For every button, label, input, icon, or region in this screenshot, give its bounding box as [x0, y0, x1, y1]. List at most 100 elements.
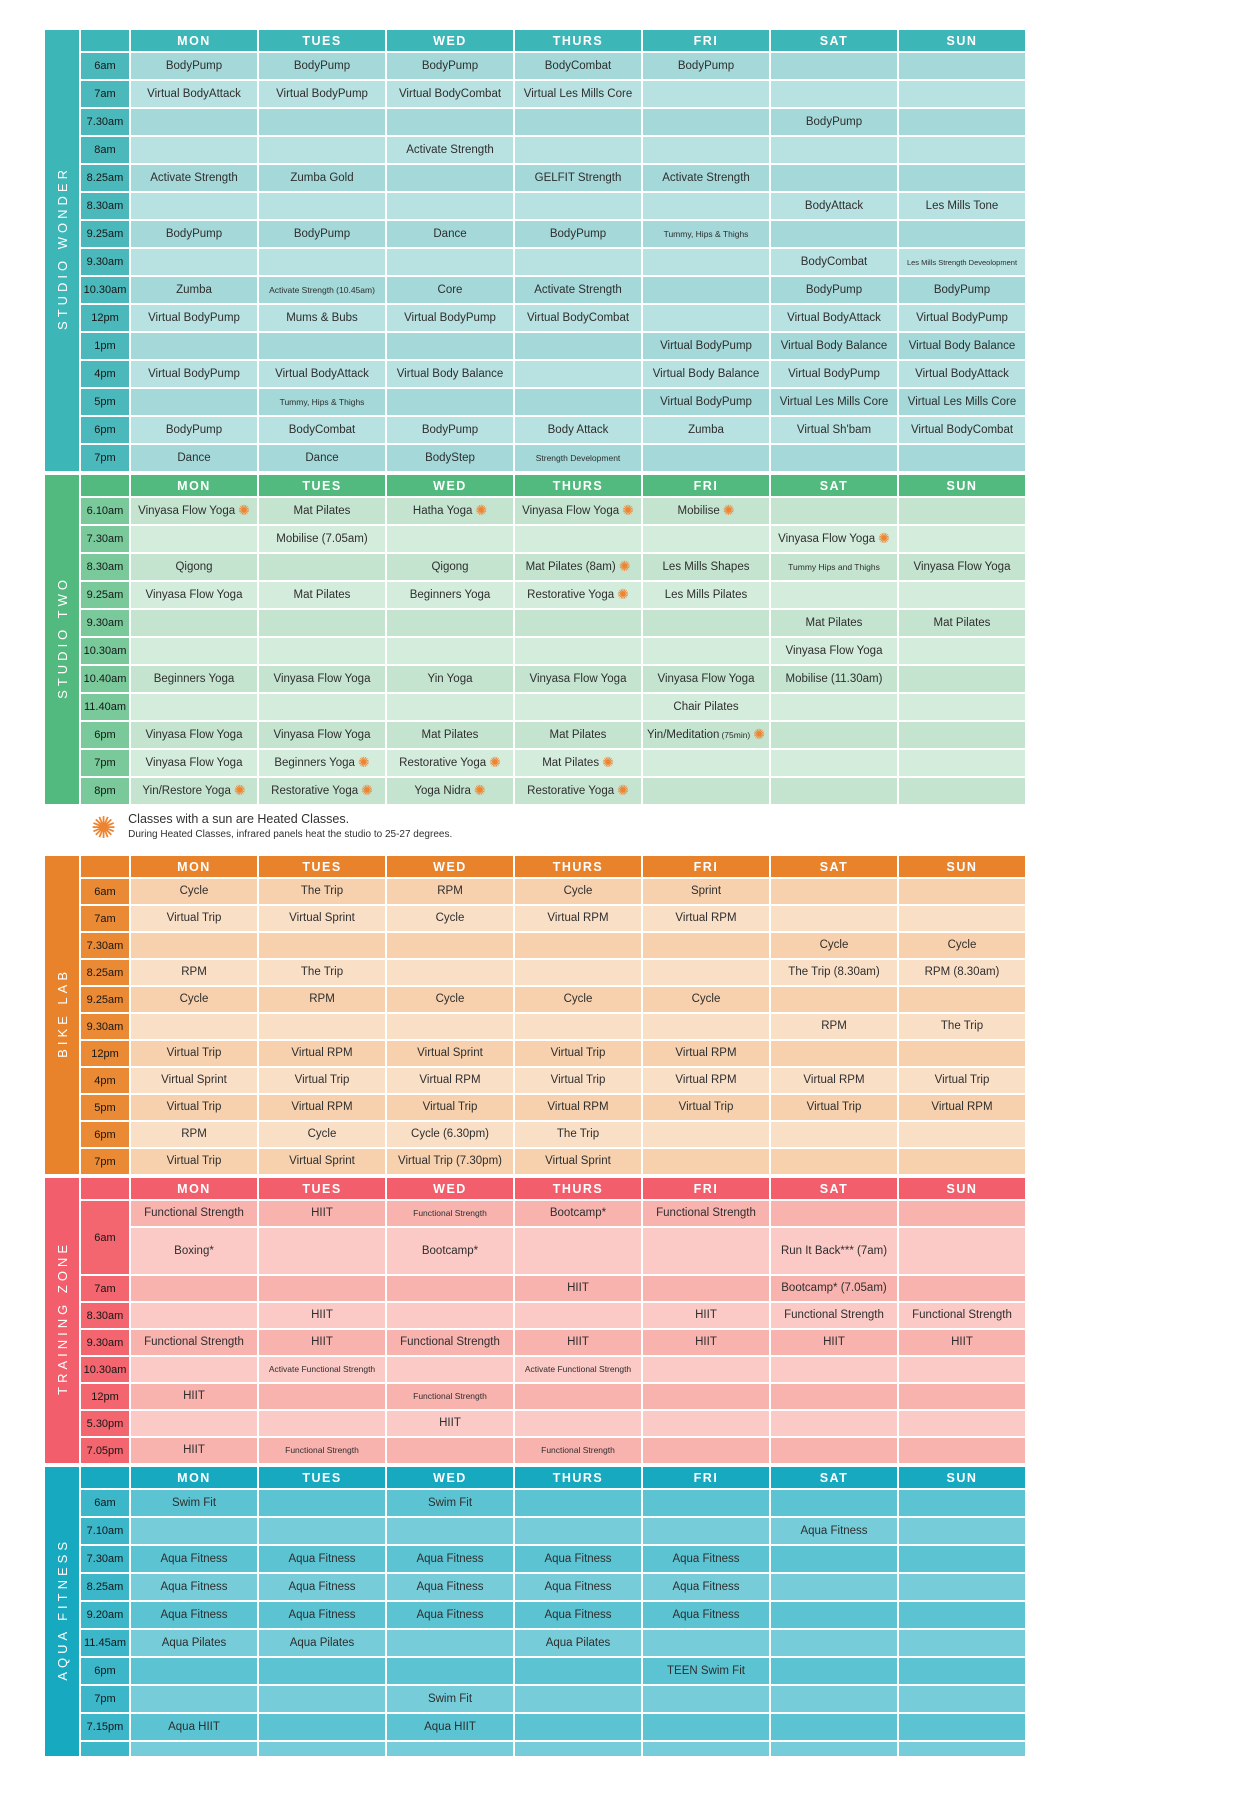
header-corner-cell — [81, 475, 129, 496]
class-cell: Aqua Fitness — [259, 1546, 385, 1572]
time-label: 7.10am — [81, 1518, 129, 1544]
time-label: 7.30am — [81, 109, 129, 135]
empty-cell — [387, 526, 513, 552]
class-cell: Cycle — [131, 879, 257, 904]
class-cell: Restorative Yoga ✺ — [515, 778, 641, 804]
empty-cell — [131, 1014, 257, 1039]
class-name: GELFIT Strength — [534, 171, 622, 184]
class-name: Strength Development — [535, 452, 621, 463]
class-cell: Activate Strength — [515, 277, 641, 303]
class-cell: BodyPump — [515, 221, 641, 247]
time-label: 8.30am — [81, 1303, 129, 1328]
timetable-training-zone: TRAINING ZONE MON TUES WED THURS FRI SAT SUN 6am… — [43, 1176, 1027, 1465]
empty-cell — [387, 933, 513, 958]
empty-cell — [259, 109, 385, 135]
class-cell: Virtual Body Balance — [899, 333, 1025, 359]
class-name: Functional Strength — [400, 1336, 500, 1349]
time-label: 9.25am — [81, 582, 129, 608]
empty-cell — [899, 221, 1025, 247]
class-name: Aqua Fitness — [288, 1580, 356, 1593]
class-name: Virtual BodyAttack — [787, 311, 881, 324]
empty-cell — [259, 193, 385, 219]
class-name: Mat Pilates — [933, 616, 991, 629]
class-cell: Virtual Sprint — [259, 906, 385, 931]
class-name: Swim Fit — [427, 1692, 473, 1705]
day-header-mon: MON — [131, 1178, 257, 1199]
empty-cell — [771, 1658, 897, 1684]
class-name: HIIT — [567, 1282, 589, 1295]
class-name: Activate Functional Strength — [524, 1364, 632, 1375]
class-cell: Activate Strength (10.45am) — [259, 277, 385, 303]
class-cell: Aqua Fitness — [131, 1574, 257, 1600]
empty-cell — [643, 1490, 769, 1516]
class-cell: The Trip — [259, 960, 385, 985]
class-name: BodyPump — [293, 59, 351, 72]
class-cell: BodyPump — [387, 53, 513, 79]
day-header-sun: SUN — [899, 1178, 1025, 1199]
class-name: Mat Pilates — [542, 756, 600, 769]
time-label: 12pm — [81, 1384, 129, 1409]
empty-cell — [771, 879, 897, 904]
class-name: Vinyasa Flow Yoga — [529, 672, 627, 685]
class-cell: HIIT — [259, 1201, 385, 1226]
day-header-tues: TUES — [259, 30, 385, 51]
class-cell: RPM — [771, 1014, 897, 1039]
class-cell: Zumba — [131, 277, 257, 303]
day-header-thurs: THURS — [515, 475, 641, 496]
class-cell: Activate Functional Strength — [515, 1357, 641, 1382]
section-aqua-fitness: AQUA FITNESS MON TUES WED THURS FRI SAT SUN 6am S… — [43, 1465, 1240, 1758]
empty-cell — [131, 193, 257, 219]
class-name: Vinyasa Flow Yoga — [273, 728, 371, 741]
day-header-sat: SAT — [771, 30, 897, 51]
class-name: HIIT — [311, 1309, 333, 1322]
day-header-fri: FRI — [643, 1467, 769, 1488]
empty-cell — [899, 1574, 1025, 1600]
time-label: 11.45am — [81, 1630, 129, 1656]
empty-cell — [131, 1303, 257, 1328]
time-label: 1pm — [81, 333, 129, 359]
empty-cell — [259, 333, 385, 359]
empty-cell — [899, 778, 1025, 804]
class-name: Virtual Body Balance — [780, 339, 888, 352]
class-name: Virtual BodyPump — [276, 87, 368, 100]
class-cell: Sprint — [643, 879, 769, 904]
class-name: Cycle — [435, 912, 465, 925]
class-name: Virtual Trip — [422, 1101, 478, 1114]
class-name: Bootcamp* — [421, 1244, 479, 1257]
class-name: Virtual Trip (7.30pm) — [398, 1155, 502, 1168]
empty-cell — [131, 694, 257, 720]
class-name: Virtual Trip — [166, 1101, 222, 1114]
time-label: 11.40am — [81, 694, 129, 720]
time-label: 5pm — [81, 389, 129, 415]
time-label: 12pm — [81, 305, 129, 331]
empty-cell — [643, 1357, 769, 1382]
class-cell: RPM — [259, 987, 385, 1012]
empty-cell — [771, 165, 897, 191]
empty-cell — [771, 582, 897, 608]
class-cell: HIIT — [515, 1330, 641, 1355]
class-name: Dance — [433, 227, 467, 240]
empty-cell — [131, 1742, 257, 1756]
class-name: Cycle — [179, 993, 209, 1006]
time-label: 6pm — [81, 1658, 129, 1684]
class-cell: Qigong — [387, 554, 513, 580]
class-cell: Virtual RPM — [259, 1095, 385, 1120]
empty-cell — [259, 694, 385, 720]
time-label: 9.25am — [81, 987, 129, 1012]
class-name: Virtual Trip — [166, 912, 222, 925]
class-cell: Functional Strength — [899, 1303, 1025, 1328]
empty-cell — [643, 109, 769, 135]
class-name: Vinyasa Flow Yoga — [913, 560, 1011, 573]
class-cell: Core — [387, 277, 513, 303]
day-header-wed: WED — [387, 1178, 513, 1199]
day-header-thurs: THURS — [515, 30, 641, 51]
empty-cell — [643, 1742, 769, 1756]
class-cell: Les Mills Tone — [899, 193, 1025, 219]
class-cell: Virtual BodyPump — [643, 333, 769, 359]
class-cell: Vinyasa Flow Yoga ✺ — [131, 498, 257, 524]
empty-cell — [643, 933, 769, 958]
class-name: Functional Strength — [144, 1207, 244, 1220]
class-name: Activate Strength — [406, 143, 494, 156]
section-studio-two: STUDIO TWO MON TUES WED THURS FRI SAT SUN 6.10am… — [43, 473, 1240, 806]
class-name: BodyPump — [165, 423, 223, 436]
